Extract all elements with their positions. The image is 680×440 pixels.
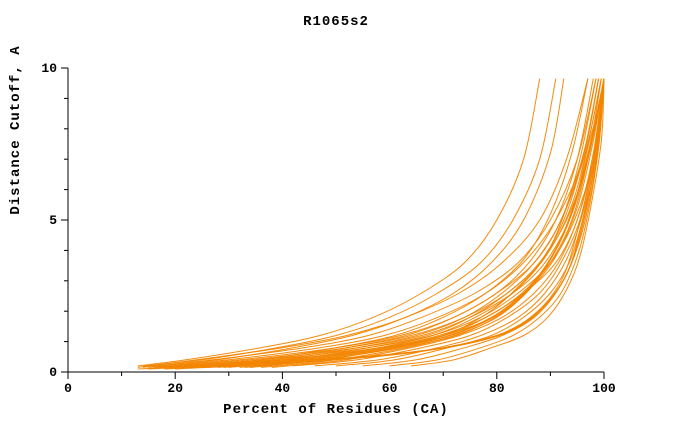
chart-title: R1065s2 [303,14,369,30]
model-curve [148,78,605,370]
model-curve [260,78,605,368]
model-curve [271,78,605,368]
model-curve [244,78,605,368]
model-curve [389,78,605,367]
model-curve [196,78,594,368]
model-curve [228,78,600,368]
model-curve [410,78,605,367]
model-curve [164,78,605,368]
model-curve [142,78,597,368]
model-curve [201,78,605,368]
x-tick-label: 20 [167,381,183,396]
y-tick-label: 0 [49,365,57,380]
model-curve [218,78,600,368]
x-tick-label: 0 [64,381,72,396]
model-curve [137,78,605,370]
y-tick-label: 5 [49,213,57,228]
model-curve [185,78,589,368]
x-axis-label: Percent of Residues (CA) [223,402,449,418]
model-curve [362,78,605,367]
x-tick-label: 40 [275,381,291,396]
x-tick-label: 80 [489,381,505,396]
model-curve [137,78,541,367]
model-curve [223,78,605,368]
model-curve [153,78,602,368]
x-tick-label: 60 [382,381,398,396]
model-curve [180,78,605,368]
model-curve [175,78,605,370]
model-curve [153,78,565,367]
model-curve [142,78,557,367]
y-tick-label: 10 [41,61,57,76]
model-curve [207,78,597,368]
x-tick-label: 100 [592,381,616,396]
